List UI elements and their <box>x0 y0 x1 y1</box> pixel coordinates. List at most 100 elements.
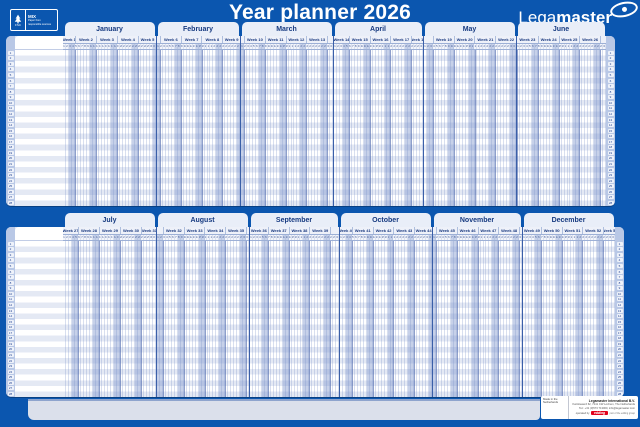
day-number-cell: 2 <box>159 235 163 240</box>
row-number: 14 <box>607 123 614 128</box>
day-number-cell: 18 <box>114 44 117 49</box>
day-column <box>516 241 520 397</box>
row-number: 28 <box>616 391 623 396</box>
day-column <box>387 241 391 397</box>
day-column <box>258 50 262 206</box>
week-header-cell: Week 21 <box>474 36 495 43</box>
day-number-cell: 18 <box>291 44 295 49</box>
day-number-cell: 18 <box>573 235 577 240</box>
day-column <box>333 241 337 397</box>
row-number: 17 <box>616 330 623 335</box>
day-column <box>384 50 388 206</box>
day-column <box>312 50 316 206</box>
day-column <box>471 50 475 206</box>
day-column <box>78 50 81 206</box>
row-number: 28 <box>7 200 14 205</box>
day-number-cell: 10 <box>549 235 553 240</box>
day-number-cell: 4 <box>166 235 169 240</box>
day-number-cell: 25 <box>321 235 325 240</box>
day-column <box>315 50 319 206</box>
day-number-cell: 22 <box>486 44 490 49</box>
day-column <box>66 50 69 206</box>
row-number: 21 <box>7 353 14 358</box>
writing-column <box>15 227 63 397</box>
row-number: 11 <box>616 297 623 302</box>
day-number-cell: 22 <box>396 44 400 49</box>
day-column <box>213 241 217 397</box>
day-number-cell: 4 <box>72 235 75 240</box>
row-number: 22 <box>607 167 614 172</box>
row-number: 19 <box>616 341 623 346</box>
day-number-cell: 4 <box>442 235 445 240</box>
day-number-cell: 12 <box>189 235 193 240</box>
day-column <box>75 50 78 206</box>
day-number-cell: 9 <box>456 235 460 240</box>
day-number-cell: 1 <box>424 44 427 49</box>
day-number-cell: 4 <box>342 44 346 49</box>
day-number-cell: 1 <box>433 235 436 240</box>
day-column <box>157 241 160 397</box>
day-column <box>507 241 511 397</box>
day-column <box>463 241 466 397</box>
day-number-cell: 23 <box>315 235 319 240</box>
day-column <box>550 50 553 206</box>
month-tab-june: June <box>517 22 605 36</box>
day-column <box>87 50 90 206</box>
day-column <box>532 241 535 397</box>
day-column <box>537 241 541 397</box>
edding-tagline: part of the edding group <box>609 411 635 415</box>
day-number-cell: 31 <box>153 44 156 49</box>
day-column <box>531 50 535 206</box>
day-number-cell: 23 <box>489 44 493 49</box>
day-column <box>600 50 604 206</box>
day-number-cell: 12 <box>366 44 370 49</box>
day-number-cell: 17 <box>564 44 568 49</box>
day-number-cell: 5 <box>169 235 172 240</box>
row-number: 16 <box>7 325 14 330</box>
month-grid <box>157 241 249 397</box>
day-column <box>558 241 562 397</box>
day-column <box>352 50 355 206</box>
row-number: 7 <box>7 275 14 280</box>
day-column <box>129 241 132 397</box>
day-number-cell: 11 <box>552 235 556 240</box>
week-header-cell: Week 39 <box>309 227 330 234</box>
day-column <box>63 241 66 397</box>
day-number-cell: 10 <box>366 235 370 240</box>
row-number: 15 <box>7 128 14 133</box>
day-column <box>568 50 571 206</box>
day-number-cell: 3 <box>69 44 72 49</box>
day-number-cell: 16 <box>285 44 289 49</box>
row-number: 7 <box>616 275 623 280</box>
week-header-row: Week 32 Week 33 Week 34 Week 35 <box>157 227 249 235</box>
row-number: 3 <box>607 61 614 66</box>
week-header-cell <box>327 36 333 43</box>
day-column <box>369 241 373 397</box>
day-column <box>585 241 589 397</box>
day-number-cell: 2 <box>520 44 523 49</box>
day-column <box>358 50 361 206</box>
row-number: 22 <box>7 167 14 172</box>
day-column <box>540 241 544 397</box>
day-number-cell: 14 <box>561 235 565 240</box>
day-number-cell: 1 <box>63 235 66 240</box>
day-number-cell: 24 <box>402 44 406 49</box>
day-number-cell: 25 <box>405 44 409 49</box>
week-header-row: Week 10 Week 11 Week 12 Week 13 <box>241 36 333 44</box>
week-header-cell: Week 42 <box>372 227 394 234</box>
day-number-cell: 11 <box>453 44 457 49</box>
day-number-cell: 7 <box>81 44 84 49</box>
row-number: 2 <box>7 56 14 61</box>
day-number-cell: 29 <box>147 44 150 49</box>
day-column <box>324 50 328 206</box>
day-column <box>588 241 592 397</box>
day-column <box>561 241 565 397</box>
planner-first-half: January February March April May June 1 2 3 4 5 6 7 8… <box>6 22 615 206</box>
day-column <box>120 50 123 206</box>
day-number-cell: 21 <box>123 235 126 240</box>
day-column <box>271 241 274 397</box>
day-number-cell: 31 <box>612 235 615 240</box>
